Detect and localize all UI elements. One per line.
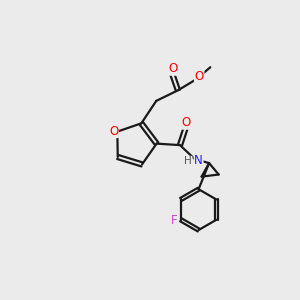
Text: F: F: [171, 214, 178, 227]
Text: O: O: [109, 124, 118, 137]
Text: O: O: [195, 70, 204, 83]
Text: H: H: [184, 156, 192, 166]
Text: N: N: [194, 154, 203, 166]
Text: O: O: [182, 116, 191, 129]
Text: O: O: [168, 62, 177, 75]
